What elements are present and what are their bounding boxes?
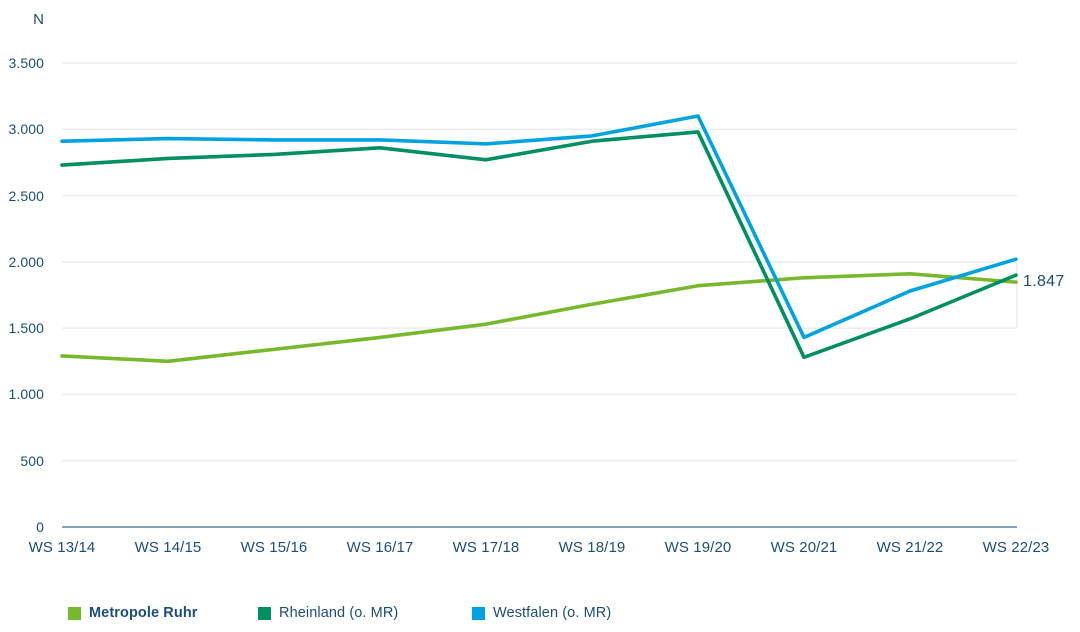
legend-label: Metropole Ruhr [89, 605, 198, 621]
x-tick-label: WS 22/23 [982, 539, 1050, 556]
series-line-metropole-ruhr [60, 271, 1018, 364]
y-tick-label: 1.500 [8, 320, 44, 337]
series-line-westfalen-o-mr [60, 114, 1018, 340]
x-tick-label: WS 13/14 [28, 539, 96, 556]
x-tick-label: WS 16/17 [346, 539, 414, 556]
x-tick-label: WS 17/18 [452, 539, 520, 556]
legend-swatch-icon [68, 606, 81, 620]
y-axis-unit-label: N [33, 11, 44, 28]
y-tick-label: 500 [20, 452, 44, 469]
x-tick-label: WS 20/21 [770, 539, 838, 556]
y-tick-label: 1.000 [8, 386, 44, 403]
end-value-label: 1.847 [1023, 273, 1065, 291]
legend-item: Westfalen (o. MR) [472, 605, 611, 621]
y-tick-label: 3.000 [8, 121, 44, 138]
y-tick-label: 2.500 [8, 187, 44, 204]
y-tick-label: 0 [36, 519, 44, 535]
legend-label: Rheinland (o. MR) [279, 605, 399, 621]
x-tick-label: WS 21/22 [876, 539, 944, 556]
y-tick-label: 3.500 [8, 55, 44, 71]
legend-swatch-icon [258, 606, 271, 620]
x-tick-label: WS 15/16 [240, 539, 308, 556]
legend-swatch-icon [472, 606, 485, 620]
series-line-rheinland-o-mr [60, 130, 1018, 360]
legend-item: Rheinland (o. MR) [258, 605, 398, 621]
x-tick-label: WS 14/15 [134, 539, 202, 556]
x-tick-label: WS 19/20 [664, 539, 732, 556]
y-tick-label: 2.000 [8, 253, 44, 270]
x-tick-label: WS 18/19 [558, 539, 626, 556]
legend-label: Westfalen (o. MR) [493, 605, 612, 621]
legend-item: Metropole Ruhr [68, 605, 198, 621]
